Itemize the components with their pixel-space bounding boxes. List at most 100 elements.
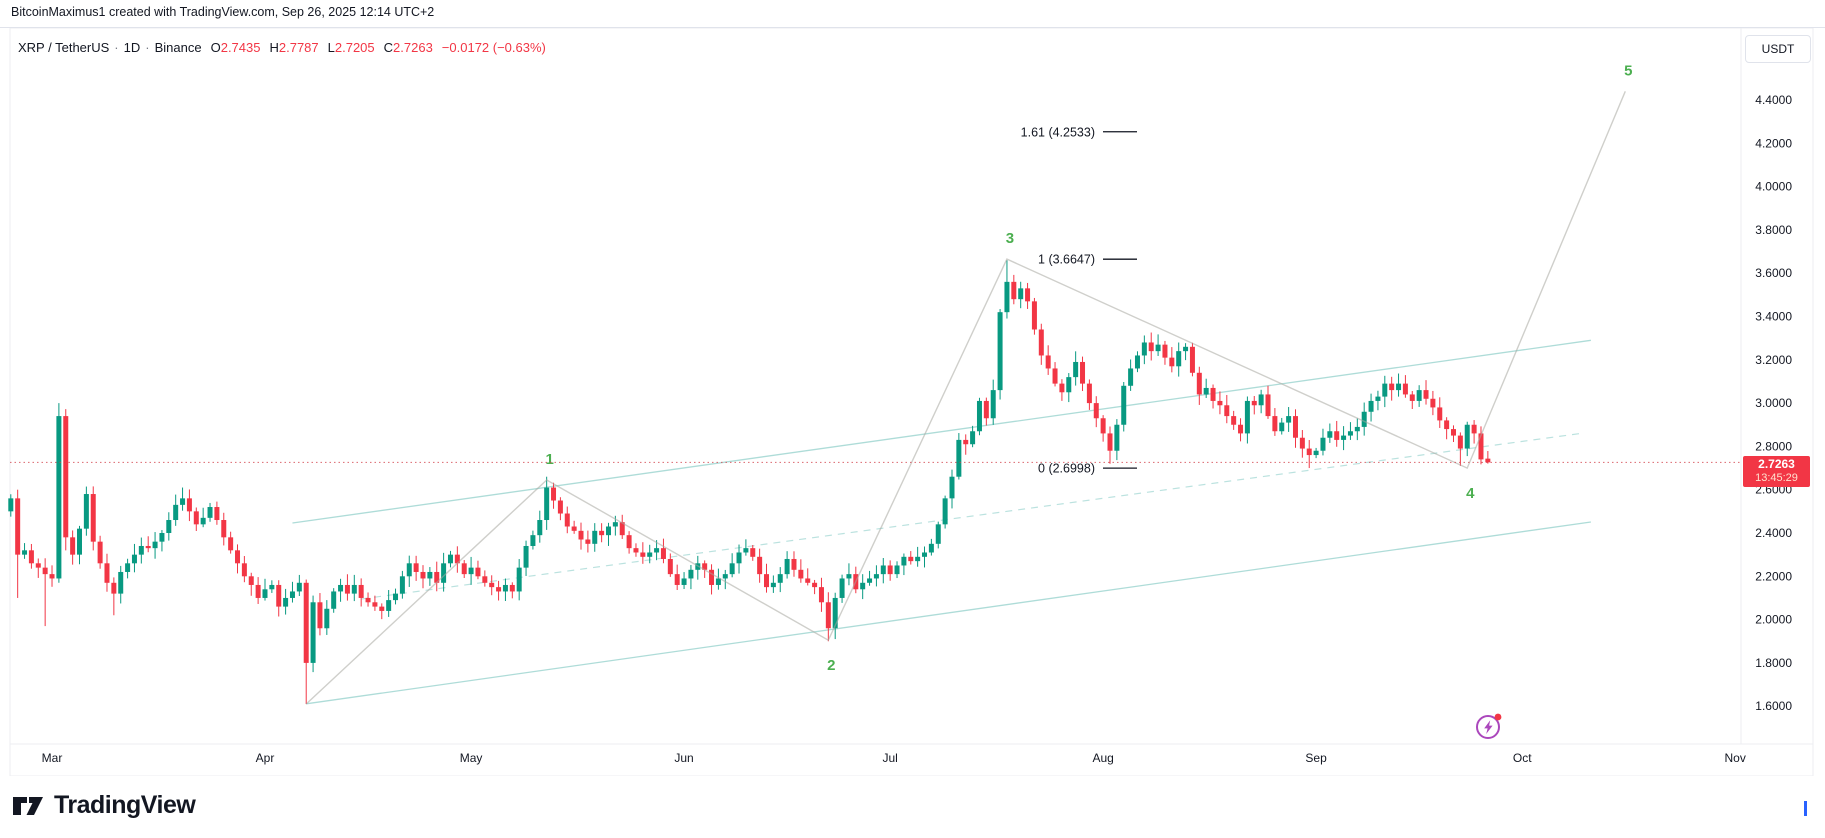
candle bbox=[393, 588, 399, 605]
candle bbox=[647, 544, 653, 564]
candle bbox=[324, 600, 330, 635]
candle bbox=[722, 569, 728, 590]
candle bbox=[1183, 343, 1189, 361]
candle bbox=[1430, 390, 1436, 416]
tradingview-logo[interactable]: TradingView bbox=[12, 791, 196, 820]
candle bbox=[1313, 447, 1319, 459]
month-label-aug: Aug bbox=[1092, 751, 1113, 765]
candle bbox=[839, 574, 845, 603]
candle bbox=[1148, 332, 1154, 361]
candle bbox=[1011, 274, 1017, 305]
legend-separator: · bbox=[114, 40, 119, 55]
candle bbox=[283, 588, 289, 615]
candle bbox=[104, 553, 110, 592]
interval-label[interactable]: 1D bbox=[123, 40, 141, 55]
candle bbox=[1018, 281, 1024, 309]
price-tick-label: 2.2000 bbox=[1755, 569, 1792, 583]
candle bbox=[557, 497, 563, 521]
month-label-oct: Oct bbox=[1513, 751, 1532, 765]
candle bbox=[832, 592, 838, 640]
candle bbox=[1073, 351, 1079, 386]
candle bbox=[825, 592, 831, 642]
candle bbox=[207, 502, 213, 522]
candle bbox=[970, 425, 976, 448]
candle bbox=[365, 592, 371, 607]
candle bbox=[1189, 342, 1195, 377]
candle bbox=[1217, 391, 1223, 415]
month-label-jun: Jun bbox=[674, 751, 693, 765]
candle bbox=[83, 486, 89, 536]
candle bbox=[880, 558, 886, 584]
candle bbox=[296, 574, 302, 596]
price-tick-label: 4.0000 bbox=[1755, 180, 1792, 194]
bar-countdown: 13:45:29 bbox=[1755, 472, 1798, 485]
candle bbox=[1066, 373, 1072, 403]
candle bbox=[1265, 385, 1271, 419]
symbol-title[interactable]: XRP / TetherUS bbox=[18, 40, 110, 55]
candle bbox=[186, 489, 192, 522]
symbol-legend[interactable]: XRP / TetherUS · 1D · Binance O2.7435 H2.7787 L… bbox=[18, 40, 546, 55]
candle bbox=[1224, 394, 1230, 424]
candle bbox=[241, 556, 247, 583]
change-value: −0.0172 (−0.63%) bbox=[441, 40, 546, 55]
month-label-sep: Sep bbox=[1305, 751, 1327, 765]
candle bbox=[1471, 420, 1477, 444]
candle bbox=[757, 548, 763, 583]
candle bbox=[90, 486, 96, 551]
candle bbox=[159, 530, 165, 552]
candle bbox=[289, 581, 295, 603]
candle bbox=[1100, 415, 1106, 442]
candle bbox=[489, 575, 495, 596]
candle bbox=[770, 575, 776, 593]
candle bbox=[1176, 342, 1182, 377]
candle bbox=[1052, 362, 1058, 387]
candle bbox=[1389, 376, 1395, 401]
candle bbox=[1169, 347, 1175, 373]
candle bbox=[928, 538, 934, 556]
legend-separator: · bbox=[145, 40, 150, 55]
candle bbox=[1279, 417, 1285, 435]
candle bbox=[1334, 420, 1340, 447]
candle bbox=[1320, 428, 1326, 456]
candle bbox=[1196, 366, 1202, 405]
candle bbox=[63, 409, 69, 551]
candle bbox=[764, 563, 769, 593]
candle bbox=[468, 556, 474, 585]
candle bbox=[997, 309, 1003, 400]
candle bbox=[1423, 380, 1429, 405]
spark-idea-icon[interactable] bbox=[1474, 711, 1504, 741]
month-label-mar: Mar bbox=[42, 751, 63, 765]
candle bbox=[49, 565, 55, 587]
candle bbox=[193, 507, 199, 531]
candle bbox=[248, 572, 254, 596]
candle bbox=[750, 545, 756, 561]
candle bbox=[798, 559, 804, 583]
month-label-nov: Nov bbox=[1724, 751, 1745, 765]
candle bbox=[1203, 378, 1209, 399]
candle bbox=[681, 572, 687, 590]
candle bbox=[15, 489, 21, 598]
candle bbox=[386, 590, 392, 617]
ohlc-letter: O bbox=[210, 40, 221, 55]
last-price-badge[interactable]: 2.7263 13:45:29 bbox=[1743, 456, 1810, 487]
candle bbox=[235, 544, 241, 574]
candle bbox=[97, 535, 103, 569]
ohlc-value: 2.7787 bbox=[278, 40, 319, 55]
candle bbox=[434, 561, 440, 592]
ohlc-value: 2.7435 bbox=[220, 40, 261, 55]
candle bbox=[887, 560, 893, 581]
exchange-label[interactable]: Binance bbox=[154, 40, 202, 55]
ohlc-value: 2.7263 bbox=[393, 40, 433, 55]
candle bbox=[578, 522, 584, 550]
candle bbox=[1396, 373, 1402, 397]
candle bbox=[990, 379, 996, 425]
candle bbox=[180, 487, 186, 511]
candle bbox=[138, 537, 144, 564]
currency-toggle-button[interactable]: USDT bbox=[1745, 35, 1811, 63]
candle bbox=[1238, 418, 1244, 442]
candle bbox=[461, 560, 467, 579]
candle bbox=[1444, 417, 1450, 440]
chart-frame bbox=[9, 27, 1814, 777]
candle bbox=[1031, 297, 1037, 335]
